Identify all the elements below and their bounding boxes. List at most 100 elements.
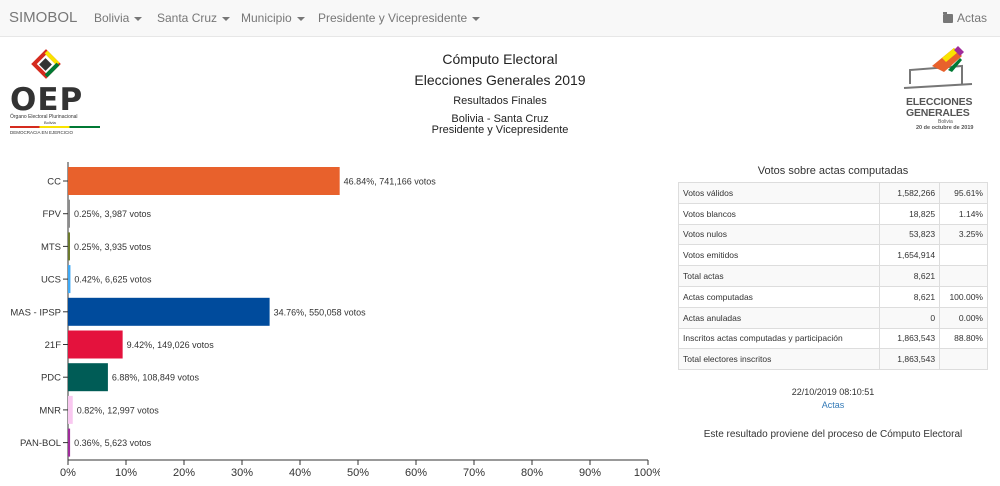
bar-mnr bbox=[68, 395, 73, 424]
folder-icon bbox=[942, 12, 953, 23]
summary-value: 1,863,543 bbox=[879, 348, 941, 371]
data-label: 0.42%, 6,625 votos bbox=[74, 275, 152, 285]
summary-label: Votos emitidos bbox=[677, 244, 881, 267]
x-tick-label: 70% bbox=[463, 467, 485, 479]
oep-emblem-icon bbox=[31, 49, 61, 79]
summary-label: Votos válidos bbox=[677, 182, 881, 204]
summary-label: Inscritos actas computadas y participaci… bbox=[677, 327, 881, 350]
nav-dropdown-label: Municipio bbox=[241, 11, 292, 25]
summary-value: 18,825 bbox=[879, 202, 941, 225]
flag-stripe bbox=[10, 126, 100, 128]
caret-down-icon bbox=[296, 16, 305, 21]
summary-pct: 3.25% bbox=[939, 223, 988, 246]
summary-pct bbox=[939, 244, 988, 267]
summary-pct: 0.00% bbox=[939, 306, 988, 329]
category-label: MNR bbox=[39, 405, 61, 416]
summary-row: Votos blancos 18,825 1.14% bbox=[677, 202, 988, 225]
data-label: 34.76%, 550,058 votos bbox=[274, 307, 367, 317]
bar-pan-bol bbox=[68, 428, 71, 457]
summary-row: Actas computadas 8,621 100.00% bbox=[677, 285, 988, 308]
x-tick-label: 30% bbox=[231, 467, 253, 479]
actas-nav-label: Actas bbox=[956, 11, 987, 25]
location-label: Bolivia - Santa Cruz bbox=[451, 113, 549, 125]
summary-title: Votos sobre actas computadas bbox=[757, 165, 909, 177]
summary-value: 8,621 bbox=[879, 265, 941, 287]
results-bar-chart: 0% 10% 20% 30% 40% 50% 60% 70% 80% 90% 100% CC 46.84… bbox=[0, 150, 660, 486]
summary-row: Total actas 8,621 bbox=[677, 265, 988, 287]
summary-label: Actas anuladas bbox=[677, 306, 881, 329]
bar-mas-ipsp bbox=[68, 297, 270, 326]
summary-pct bbox=[939, 348, 988, 371]
summary-row: Votos emitidos 1,654,914 bbox=[677, 244, 988, 267]
summary-row: Actas anuladas 0 0.00% bbox=[677, 306, 988, 329]
nav-dropdown-pais[interactable]: Bolivia bbox=[94, 11, 143, 25]
data-label: 9.42%, 149,026 votos bbox=[127, 340, 215, 350]
brand-link[interactable]: SIMOBOL bbox=[9, 9, 78, 26]
summary-pct: 95.61% bbox=[939, 182, 988, 204]
bar-ucs bbox=[68, 265, 71, 294]
summary-label: Votos blancos bbox=[677, 202, 881, 225]
data-label: 6.88%, 108,849 votos bbox=[112, 373, 200, 383]
summary-value: 0 bbox=[879, 306, 941, 329]
elecciones-logo-date: 20 de octubre de 2019 bbox=[916, 125, 974, 131]
elecciones-logo: ELECCIONES GENERALES Bolivia 20 de octub… bbox=[902, 44, 992, 136]
results-label: Resultados Finales bbox=[453, 95, 547, 107]
nav-dropdown-label: Santa Cruz bbox=[157, 11, 218, 25]
summary-label: Votos nulos bbox=[677, 223, 881, 246]
timestamp: 22/10/2019 08:10:51 bbox=[791, 387, 875, 397]
actas-link[interactable]: Actas bbox=[821, 400, 845, 410]
nav-dropdown-municipio[interactable]: Municipio bbox=[241, 11, 305, 25]
oep-logo-text: OEP bbox=[10, 82, 84, 118]
summary-pct: 1.14% bbox=[939, 202, 988, 225]
x-tick-label: 50% bbox=[347, 467, 369, 479]
bar-pdc bbox=[68, 363, 108, 392]
category-label: UCS bbox=[41, 275, 61, 286]
summary-row: Total electores inscritos 1,863,543 bbox=[677, 348, 988, 371]
summary-label: Total actas bbox=[677, 265, 881, 287]
nav-dropdown-departamento[interactable]: Santa Cruz bbox=[157, 11, 231, 25]
data-label: 0.82%, 12,997 votos bbox=[77, 405, 160, 415]
x-tick-label: 0% bbox=[60, 467, 76, 479]
data-label: 0.25%, 3,987 votos bbox=[74, 209, 152, 219]
oep-logo-line3: DEMOCRACIA EN EJERCICIO bbox=[10, 130, 74, 135]
summary-value: 1,654,914 bbox=[879, 244, 941, 267]
category-label: MAS - IPSP bbox=[10, 307, 61, 318]
nav-dropdown-label: Bolivia bbox=[94, 11, 130, 25]
x-tick-label: 100% bbox=[634, 467, 660, 479]
data-label: 0.36%, 5,623 votos bbox=[74, 438, 152, 448]
oep-logo-line2: Bolivia bbox=[44, 120, 56, 125]
caret-down-icon bbox=[222, 16, 231, 21]
bar-chart-svg: 0% 10% 20% 30% 40% 50% 60% 70% 80% 90% 100% CC 46.84… bbox=[10, 162, 660, 479]
category-label: 21F bbox=[45, 340, 62, 351]
summary-row: Inscritos actas computadas y participaci… bbox=[677, 327, 988, 350]
category-label: CC bbox=[47, 177, 61, 188]
office-label: Presidente y Vicepresidente bbox=[431, 124, 569, 136]
summary-value: 53,823 bbox=[879, 223, 941, 246]
summary-pct bbox=[939, 265, 988, 287]
summary-table: Votos válidos 1,582,266 95.61% Votos blanco… bbox=[677, 182, 988, 371]
navbar: SIMOBOL Bolivia Santa Cruz Municipio Pre… bbox=[0, 0, 1000, 37]
summary-row: Votos válidos 1,582,266 95.61% bbox=[677, 182, 988, 204]
ballot-box-icon bbox=[903, 46, 973, 89]
oep-logo: OEP Órgano Electoral Plurinacional Boliv… bbox=[8, 48, 108, 140]
bar-cc bbox=[68, 167, 340, 195]
summary-pct: 100.00% bbox=[939, 285, 988, 308]
x-tick-label: 10% bbox=[115, 467, 137, 479]
summary-label: Total electores inscritos bbox=[677, 348, 881, 371]
bar-21f bbox=[68, 330, 123, 359]
x-tick-label: 90% bbox=[579, 467, 601, 479]
x-tick-label: 40% bbox=[289, 467, 311, 479]
elecciones-logo-line1: ELECCIONES bbox=[906, 96, 973, 108]
category-label: MTS bbox=[41, 242, 61, 253]
elecciones-logo-line2: GENERALES bbox=[906, 107, 970, 119]
summary-value: 1,582,266 bbox=[879, 182, 941, 204]
category-label: PDC bbox=[41, 373, 61, 384]
nav-dropdown-eleccion[interactable]: Presidente y Vicepresidente bbox=[318, 11, 481, 25]
nav-dropdown-label: Presidente y Vicepresidente bbox=[318, 11, 468, 25]
bar-mts bbox=[68, 232, 70, 261]
bar-fpv bbox=[68, 199, 70, 228]
summary-row: Votos nulos 53,823 3.25% bbox=[677, 223, 988, 246]
page-subtitle: Elecciones Generales 2019 bbox=[414, 72, 586, 88]
summary-value: 8,621 bbox=[879, 285, 941, 308]
actas-nav-link[interactable]: Actas bbox=[942, 11, 987, 25]
